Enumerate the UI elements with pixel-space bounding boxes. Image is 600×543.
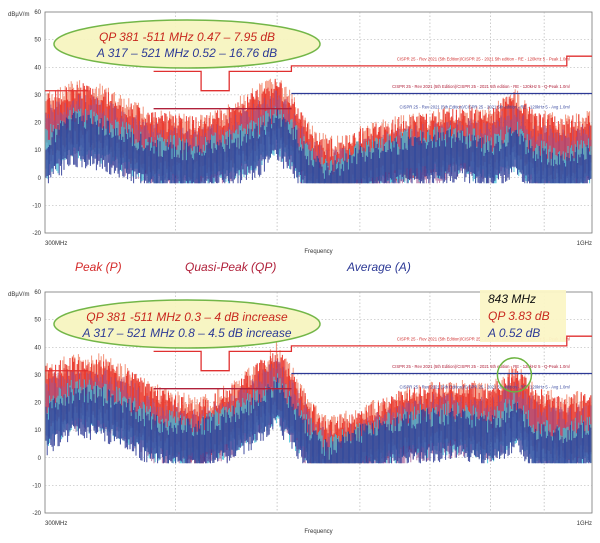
x-tick-label: 1GHz (577, 241, 592, 247)
annotation-qp-text: QP 381 -511 MHz 0.47 – 7.95 dB (99, 30, 275, 44)
y-tick-label: 40 (34, 345, 41, 351)
y-tick-label: 60 (34, 10, 41, 16)
annotation-average-text: A 317 – 521 MHz 0.8 – 4.5 dB increase (81, 326, 291, 340)
legend-average: Average (A) (346, 260, 411, 274)
y-axis-label: dBµV/m (8, 292, 29, 298)
x-axis-label: Frequency (304, 529, 332, 535)
limit-line-peak (153, 335, 592, 372)
callout-frequency: 843 MHz (488, 292, 536, 306)
y-tick-label: 10 (34, 428, 41, 434)
legend: Peak (P) Quasi-Peak (QP) Average (A) (75, 260, 411, 274)
limit-label-average: CISPR 25 - Rev 2021 (5th Edition)/CISPR … (399, 105, 570, 110)
limit-label-quasi-peak: CISPR 25 - Rev 2021 (5th Edition)/CISPR … (392, 364, 571, 369)
average-trace (45, 108, 592, 184)
highlight-circle (496, 357, 533, 393)
limit-label-average: CISPR 25 - Rev 2021 (5th Edition)/CISPR … (399, 385, 570, 390)
x-tick-label: 300MHz (45, 241, 67, 247)
y-tick-label: 0 (38, 176, 42, 182)
y-tick-label: -10 (32, 203, 41, 209)
spectrum-plot-before: 60 50 40 30 20 10 0 -10 -20 dBµV/m 300MHz 1GHz Frequ… (8, 10, 593, 255)
spectrum-plot-after: 60 50 40 30 20 10 0 -10 -20 dBµV/m 300MHz 1GHz Frequ… (8, 290, 593, 535)
annotation-ellipse (53, 299, 321, 349)
limit-label-quasi-peak: CISPR 25 - Rev 2021 (5th Edition)/CISPR … (392, 84, 571, 89)
y-tick-label: 40 (34, 65, 41, 71)
legend-quasi-peak: Quasi-Peak (QP) (185, 260, 276, 274)
annotation-average-text: A 317 – 521 MHz 0.52 – 16.76 dB (96, 46, 277, 60)
y-tick-label: 50 (34, 318, 41, 324)
y-tick-label: -10 (32, 483, 41, 489)
y-tick-label: 30 (34, 93, 41, 99)
annotation-qp-text: QP 381 -511 MHz 0.3 – 4 dB increase (86, 310, 288, 324)
y-tick-label: 0 (38, 456, 42, 462)
annotation-ellipse (53, 19, 321, 69)
y-tick-label: 60 (34, 290, 41, 296)
x-tick-label: 300MHz (45, 521, 67, 527)
callout-average: A 0.52 dB (487, 326, 540, 340)
y-tick-label: 20 (34, 121, 41, 127)
x-axis-label: Frequency (304, 249, 332, 255)
limit-label-peak: CISPR 25 - Rev 2021 (5th Edition)/CISPR … (397, 56, 571, 61)
callout-box (480, 290, 566, 342)
x-tick-label: 1GHz (577, 521, 592, 527)
y-tick-label: 50 (34, 38, 41, 44)
average-trace (45, 377, 592, 464)
legend-peak: Peak (P) (75, 260, 122, 274)
y-tick-label: -20 (32, 231, 41, 237)
y-tick-label: -20 (32, 511, 41, 517)
limit-line-peak (153, 55, 592, 92)
y-tick-label: 20 (34, 401, 41, 407)
y-axis-label: dBµV/m (8, 12, 29, 18)
callout-qp: QP 3.83 dB (488, 309, 550, 323)
y-tick-label: 10 (34, 148, 41, 154)
y-tick-label: 30 (34, 373, 41, 379)
